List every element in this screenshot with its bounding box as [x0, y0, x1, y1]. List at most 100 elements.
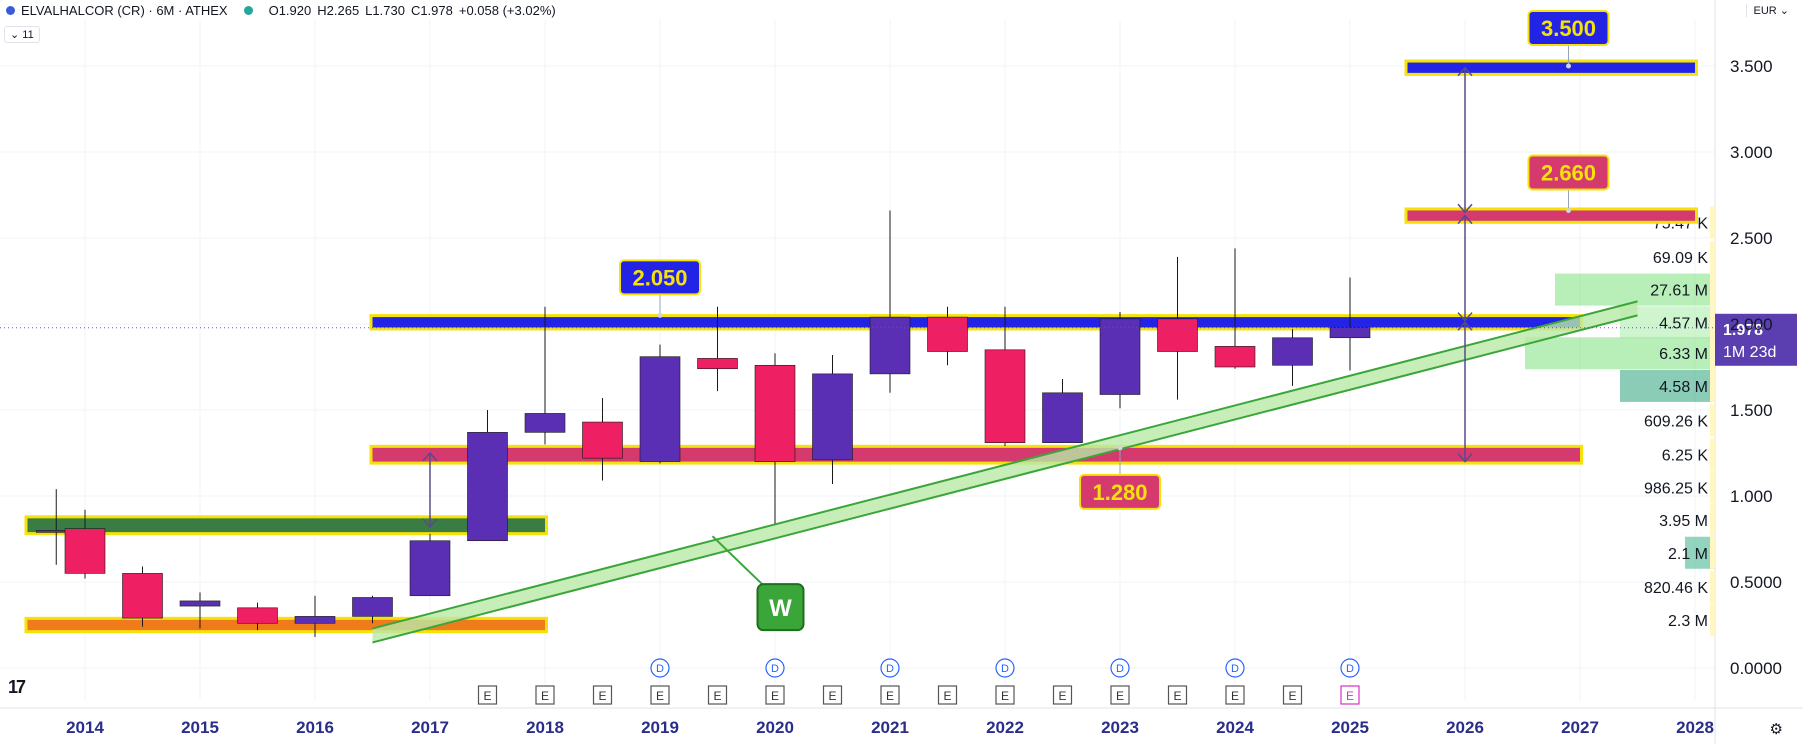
dividend-marker-label: D: [656, 663, 664, 675]
trendline-lower: [372, 314, 1638, 644]
volume-profile-label: 6.25 K: [1662, 448, 1709, 465]
earnings-marker: [535, 685, 555, 705]
range-arrow-tail: [1457, 203, 1473, 214]
earnings-marker-label: E: [1173, 689, 1181, 703]
range-arrow-tail: [1457, 312, 1473, 322]
volume-profile-tick: [1710, 504, 1715, 537]
time-axis-label: 2023: [1101, 718, 1139, 737]
candle-body: [1272, 337, 1313, 366]
volume-profile-tick: [1710, 206, 1715, 239]
callout-text: 1.280: [1092, 480, 1147, 505]
dividend-marker-label: D: [1116, 663, 1124, 675]
earnings-marker-label: E: [483, 689, 491, 703]
volume-profile-tick: [1710, 273, 1715, 306]
callout-box: [619, 259, 701, 296]
volume-profile-tick: [1710, 404, 1715, 437]
time-axis-label: 2022: [986, 718, 1024, 737]
earnings-marker: [995, 685, 1015, 705]
volume-profile-tick: [1710, 306, 1715, 339]
chevron-down-icon: ⌄: [10, 29, 20, 41]
dividend-marker: [1225, 658, 1245, 678]
earnings-marker: [1225, 685, 1245, 705]
candle-body: [1214, 346, 1256, 368]
dividend-marker: [880, 658, 900, 678]
earnings-marker: [707, 685, 728, 705]
candle-body: [582, 421, 623, 459]
time-axis-label: 2019: [641, 718, 679, 737]
currency-label: EUR: [1753, 5, 1777, 17]
time-axis-label: 2016: [296, 718, 334, 737]
volume-profile-bar: [1555, 273, 1715, 306]
candle-body: [352, 597, 393, 617]
volume-profile-label: 4.58 M: [1659, 379, 1708, 396]
volume-profile-label: 27.61 M: [1650, 283, 1708, 300]
price-axis-label: 1.500: [1730, 401, 1773, 420]
earnings-marker: [822, 685, 843, 705]
low-value: L1.730: [365, 3, 405, 18]
callout-text: 2.660: [1541, 160, 1596, 185]
symbol-title[interactable]: ELVALHALCOR (CR) · 6M · ATHEX: [21, 3, 228, 18]
callout-anchor: [657, 312, 663, 318]
market-status-icon: [243, 6, 253, 15]
callout-text: 3.500: [1541, 16, 1596, 41]
callout-box: [1527, 154, 1610, 191]
earnings-marker: [937, 685, 958, 705]
wave-label-text: W: [769, 595, 792, 622]
earnings-marker: [1052, 685, 1073, 705]
earnings-marker: [1110, 685, 1130, 705]
dividend-marker-label: D: [1346, 663, 1354, 675]
time-axis-label: 2028: [1676, 718, 1714, 737]
dividend-marker: [1110, 658, 1130, 678]
earnings-marker: [1340, 685, 1360, 705]
volume-profile-bar: [1620, 369, 1715, 402]
range-arrow-tail: [422, 518, 438, 529]
earnings-marker-label: E: [1288, 689, 1296, 703]
candle-body: [754, 364, 796, 462]
volume-profile-label: 4.57 M: [1659, 315, 1708, 332]
candle-body: [524, 413, 566, 433]
exchange-logo-icon: [6, 6, 15, 15]
bar-countdown: 1M 23d: [1723, 344, 1776, 361]
candle-body: [179, 600, 221, 607]
callout-anchor: [1566, 207, 1571, 213]
dividend-marker: [765, 658, 785, 678]
dividend-marker-label: D: [771, 663, 779, 675]
candle-body: [869, 316, 911, 375]
zone-rect: [372, 447, 1580, 462]
trend-channel: [372, 301, 1638, 643]
candle-body: [984, 349, 1026, 443]
earnings-marker-label: E: [1001, 689, 1009, 703]
callout-box: [1079, 473, 1161, 510]
price-axis-label: 1.000: [1730, 487, 1773, 506]
price-axis-label: 2.500: [1730, 229, 1773, 248]
price-axis-label: 0.5000: [1730, 573, 1782, 592]
volume-profile-tick: [1710, 438, 1715, 471]
zone-rect: [372, 317, 1580, 328]
time-axis-label: 2024: [1216, 718, 1254, 737]
zone-rect: [27, 518, 545, 533]
volume-profile-tick: [1710, 240, 1715, 273]
gear-icon[interactable]: ⚙: [1769, 721, 1783, 738]
current-price-value: 1.978: [1723, 322, 1763, 339]
time-axis-label: 2018: [526, 718, 564, 737]
dividend-marker: [650, 658, 670, 678]
volume-profile-label: 69.09 K: [1653, 250, 1708, 267]
indicators-toggle[interactable]: ⌄ 11: [4, 26, 40, 43]
earnings-marker-label: E: [886, 689, 894, 703]
range-arrow-tail: [1457, 453, 1473, 463]
candle-body: [1329, 327, 1371, 339]
earnings-marker: [477, 685, 498, 705]
dividend-marker: [995, 658, 1015, 678]
currency-selector[interactable]: EUR ⌄: [1746, 4, 1789, 17]
zone-rect: [1407, 210, 1695, 221]
high-value: H2.265: [317, 3, 360, 18]
volume-profile-label: 986.25 K: [1644, 480, 1708, 497]
candle-body: [1099, 318, 1141, 395]
time-axis-label: 2021: [871, 718, 909, 737]
price-axis-label: 3.000: [1730, 143, 1773, 162]
earnings-marker: [1167, 685, 1188, 705]
earnings-marker: [765, 685, 785, 705]
symbol-header: ELVALHALCOR (CR) · 6M · ATHEX O1.920 H2.…: [6, 3, 556, 18]
dividend-marker-label: D: [1231, 663, 1239, 675]
